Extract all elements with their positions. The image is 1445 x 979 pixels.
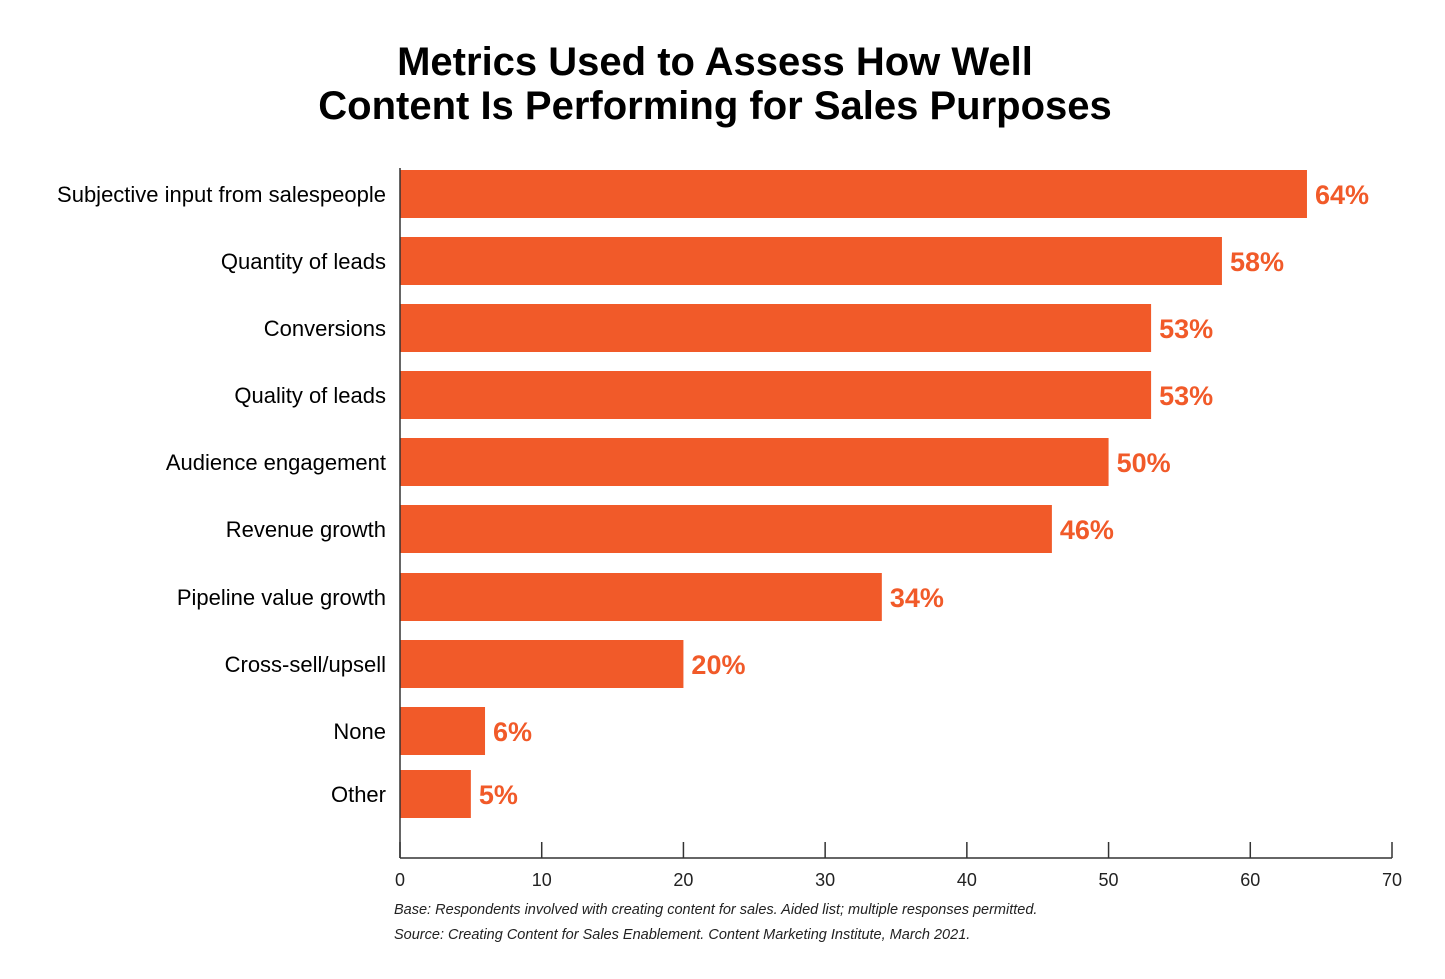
data-label: 6% — [493, 717, 532, 747]
x-tick-label: 40 — [957, 870, 977, 890]
bar — [400, 438, 1109, 486]
category-label: None — [333, 719, 386, 744]
category-label: Pipeline value growth — [177, 585, 386, 610]
x-tick-label: 70 — [1382, 870, 1402, 890]
data-label: 46% — [1060, 515, 1114, 545]
bar — [400, 304, 1152, 352]
data-label: 50% — [1117, 448, 1171, 478]
x-tick-label: 0 — [395, 870, 405, 890]
x-tick-label: 60 — [1240, 870, 1260, 890]
bar — [400, 770, 471, 818]
data-label: 20% — [691, 650, 745, 680]
x-tick-label: 50 — [1099, 870, 1119, 890]
data-label: 5% — [479, 780, 518, 810]
data-label: 58% — [1230, 247, 1284, 277]
category-label: Revenue growth — [226, 517, 386, 542]
data-label: 64% — [1315, 180, 1369, 210]
footnote-base: Base: Respondents involved with creating… — [394, 902, 1038, 918]
category-label: Audience engagement — [166, 450, 386, 475]
x-tick-label: 30 — [815, 870, 835, 890]
chart-title-line-1: Metrics Used to Assess How Well — [397, 40, 1033, 84]
category-label: Subjective input from salespeople — [57, 182, 386, 207]
data-label: 34% — [890, 583, 944, 613]
category-label: Quantity of leads — [221, 249, 386, 274]
bar — [400, 573, 882, 621]
data-label: 53% — [1159, 314, 1213, 344]
category-label: Cross-sell/upsell — [225, 652, 386, 677]
bar — [400, 371, 1152, 419]
bar — [400, 505, 1052, 553]
category-label: Other — [331, 782, 386, 807]
x-tick-label: 20 — [673, 870, 693, 890]
bar — [400, 707, 486, 755]
bar — [400, 640, 684, 688]
chart-title-line-2: Content Is Performing for Sales Purposes — [318, 84, 1112, 128]
category-label: Conversions — [264, 316, 386, 341]
x-tick-label: 10 — [532, 870, 552, 890]
bar — [400, 237, 1222, 285]
footnote-source: Source: Creating Content for Sales Enabl… — [394, 927, 971, 943]
chart-title: Metrics Used to Assess How Well Content … — [0, 40, 1430, 128]
data-label: 53% — [1159, 381, 1213, 411]
category-label: Quality of leads — [234, 383, 386, 408]
bar — [400, 170, 1307, 218]
